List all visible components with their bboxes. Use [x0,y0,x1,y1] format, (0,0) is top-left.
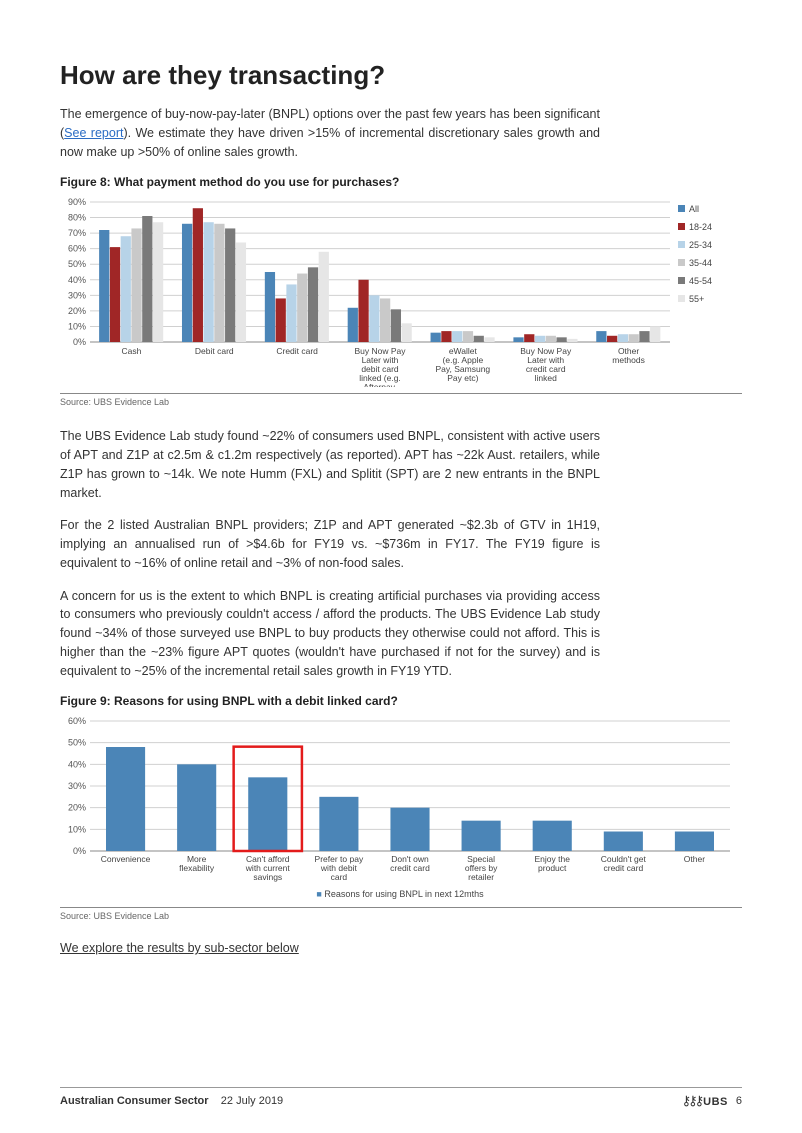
intro-paragraph: The emergence of buy-now-pay-later (BNPL… [60,105,600,161]
footer-date: 22 July 2019 [221,1095,283,1107]
svg-text:Debit card: Debit card [195,346,234,356]
svg-text:90%: 90% [68,197,86,207]
svg-text:All: All [689,204,699,214]
svg-text:45-54: 45-54 [689,276,712,286]
svg-text:savings: savings [253,872,282,882]
svg-text:50%: 50% [68,738,86,748]
svg-text:Other: Other [684,854,705,864]
svg-text:Cash: Cash [122,346,142,356]
svg-text:80%: 80% [68,213,86,223]
svg-text:credit card: credit card [603,863,643,873]
svg-text:methods: methods [612,355,645,365]
svg-text:Pay etc): Pay etc) [447,373,478,383]
figure8-source: Source: UBS Evidence Lab [60,393,742,407]
page-number: 6 [736,1095,742,1107]
svg-text:60%: 60% [68,244,86,254]
svg-text:flexability: flexability [179,863,215,873]
page-footer: Australian Consumer Sector 22 July 2019 … [60,1087,742,1109]
figure8-title: Figure 8: What payment method do you use… [60,175,742,189]
svg-text:Credit card: Credit card [276,346,318,356]
svg-text:Convenience: Convenience [101,854,151,864]
svg-text:20%: 20% [68,803,86,813]
svg-text:18-24: 18-24 [689,222,712,232]
figure9-source: Source: UBS Evidence Lab [60,907,742,921]
ubs-logo-icon: ⚷⚷⚷UBS [682,1093,728,1109]
svg-text:25-34: 25-34 [689,240,712,250]
paragraph-3: For the 2 listed Australian BNPL provide… [60,516,600,572]
svg-text:30%: 30% [68,781,86,791]
svg-text:60%: 60% [68,716,86,726]
figure8-chart: 0% 10% 20% 30% 40% 50% 60% 70% 80% 90% Cash Debit c… [60,197,742,387]
paragraph-4: A concern for us is the extent to which … [60,587,600,681]
svg-text:35-44: 35-44 [689,258,712,268]
svg-text:product: product [538,863,567,873]
svg-text:20%: 20% [68,306,86,316]
svg-text:linked: linked [535,373,557,383]
intro-text-post: ). We estimate they have driven >15% of … [60,126,600,159]
footer-title: Australian Consumer Sector [60,1095,209,1107]
page-heading: How are they transacting? [60,60,742,91]
svg-text:0%: 0% [73,846,86,856]
svg-text:40%: 40% [68,275,86,285]
svg-text:Afterpay,: Afterpay, [363,382,396,387]
svg-text:0%: 0% [73,337,86,347]
footer-right: ⚷⚷⚷UBS 6 [682,1093,742,1109]
svg-text:55+: 55+ [689,294,704,304]
footer-left: Australian Consumer Sector 22 July 2019 [60,1095,283,1107]
svg-text:40%: 40% [68,760,86,770]
subsector-link[interactable]: We explore the results by sub-sector bel… [60,941,742,955]
svg-text:10%: 10% [68,322,86,332]
svg-text:credit card: credit card [390,863,430,873]
svg-text:10%: 10% [68,825,86,835]
svg-text:■ Reasons for using BNPL in ne: ■ Reasons for using BNPL in next 12mths [316,889,484,899]
svg-text:30%: 30% [68,291,86,301]
figure9-title: Figure 9: Reasons for using BNPL with a … [60,694,742,708]
svg-text:card: card [331,872,348,882]
figure9-chart: 0%10%20%30%40%50%60%ConvenienceMoreflexa… [60,716,742,901]
see-report-link[interactable]: See report [64,126,123,140]
svg-text:50%: 50% [68,259,86,269]
svg-text:70%: 70% [68,228,86,238]
paragraph-2: The UBS Evidence Lab study found ~22% of… [60,427,600,502]
svg-text:retailer: retailer [468,872,494,882]
